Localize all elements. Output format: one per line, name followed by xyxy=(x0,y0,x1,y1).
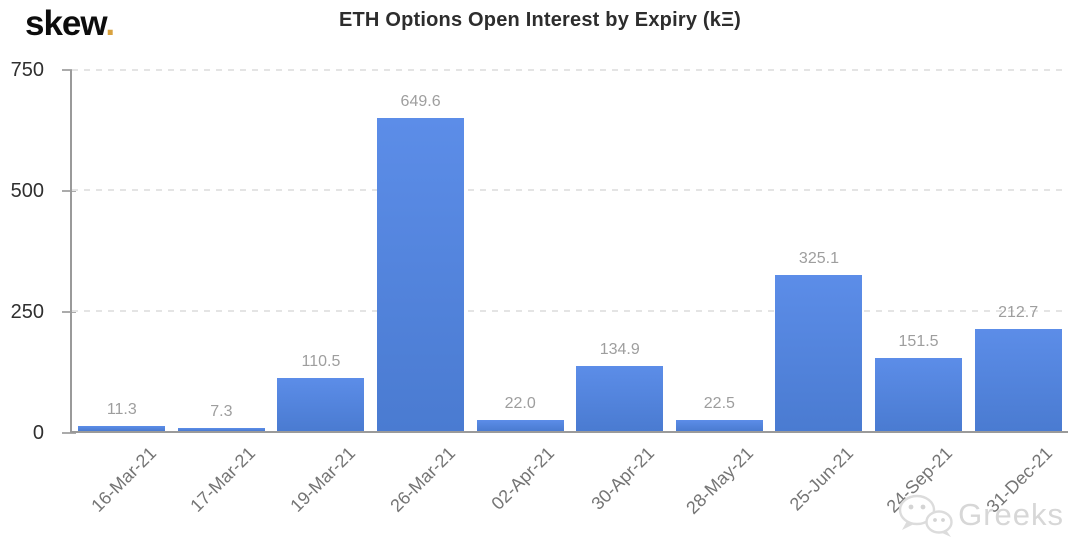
x-tick-label-30-Apr-21: 30-Apr-21 xyxy=(587,443,658,514)
bar-value-label: 151.5 xyxy=(898,333,939,351)
bar-value-label: 325.1 xyxy=(798,249,839,267)
y-tick-mark-250 xyxy=(62,311,76,314)
skew-logo-dot: . xyxy=(105,4,115,43)
bar-28-May-21 xyxy=(675,420,763,431)
y-tick-mark-500 xyxy=(62,190,76,193)
bar-19-Mar-21 xyxy=(277,377,365,431)
x-tick-label-26-Mar-21: 26-Mar-21 xyxy=(385,443,459,516)
bar-17-Mar-21 xyxy=(177,427,265,431)
x-tick-label-19-Mar-21: 19-Mar-21 xyxy=(286,443,360,516)
y-tick-label-750: 750 xyxy=(10,59,44,81)
bar-group-26-Mar-21: 649.6 26-Mar-21 xyxy=(371,70,471,516)
bar-group-02-Apr-21: 22.0 02-Apr-21 xyxy=(470,70,570,514)
watermark-text: Greeks xyxy=(958,497,1064,532)
gridline-250 xyxy=(72,309,1068,312)
bar-26-Mar-21 xyxy=(377,118,465,431)
bar-25-Jun-21 xyxy=(775,274,863,431)
x-tick-label-17-Mar-21: 17-Mar-21 xyxy=(186,443,260,516)
bar-value-label: 649.6 xyxy=(400,93,441,111)
bar-series: 11.3 16-Mar-21 7.3 17-Mar-21 110.5 19-Mar-21 6… xyxy=(72,70,1068,518)
bar-group-24-Sep-21: 151.5 24-Sep-21 xyxy=(869,70,969,517)
bar-group-19-Mar-21: 110.5 19-Mar-21 xyxy=(271,70,371,516)
bar-31-Dec-21 xyxy=(974,328,1062,431)
bar-30-Apr-21 xyxy=(576,366,664,431)
bar-value-label: 212.7 xyxy=(998,303,1039,321)
x-tick-label-16-Mar-21: 16-Mar-21 xyxy=(87,443,160,516)
x-tick-label-25-Jun-21: 25-Jun-21 xyxy=(785,443,858,515)
skew-logo: skew. xyxy=(25,4,115,44)
bar-value-label: 22.5 xyxy=(703,395,735,413)
x-tick-label-02-Apr-21: 02-Apr-21 xyxy=(487,443,559,514)
bar-value-label: 110.5 xyxy=(301,352,341,370)
gridline-750 xyxy=(72,69,1068,71)
plot-area: 11.3 16-Mar-21 7.3 17-Mar-21 110.5 19-Mar-21 6… xyxy=(70,69,1068,518)
y-tick-label-0: 0 xyxy=(32,422,44,444)
y-tick-label-500: 500 xyxy=(10,180,44,203)
y-tick-mark-750 xyxy=(62,69,76,71)
bar-value-label: 22.0 xyxy=(504,395,536,413)
wechat-icon xyxy=(898,494,953,537)
bar-group-17-Mar-21: 7.3 17-Mar-21 xyxy=(172,70,272,516)
bar-value-label: 11.3 xyxy=(106,400,137,418)
bar-group-30-Apr-21: 134.9 30-Apr-21 xyxy=(570,70,670,514)
chart-title: ETH Options Open Interest by Expiry (kΞ) xyxy=(338,9,742,31)
bar-02-Apr-21 xyxy=(476,420,564,431)
x-tick-label-28-May-21: 28-May-21 xyxy=(682,443,758,518)
bar-16-Mar-21 xyxy=(78,425,166,431)
bar-value-label: 134.9 xyxy=(599,341,640,359)
gridline-500 xyxy=(72,189,1068,192)
bar-group-28-May-21: 22.5 28-May-21 xyxy=(670,70,770,518)
bar-group-25-Jun-21: 325.1 25-Jun-21 xyxy=(769,70,869,514)
bar-value-label: 7.3 xyxy=(210,402,233,420)
bar-group-16-Mar-21: 11.3 16-Mar-21 xyxy=(72,70,172,516)
y-axis: 0 250 500 750 xyxy=(0,59,76,444)
skew-logo-text: skew xyxy=(25,4,106,43)
y-tick-label-250: 250 xyxy=(10,301,44,324)
bar-24-Sep-21 xyxy=(875,358,963,431)
bar-group-31-Dec-21: 212.7 31-Dec-21 xyxy=(968,70,1068,517)
y-tick-mark-0 xyxy=(62,432,76,434)
greeks-watermark: Greeks xyxy=(894,491,1064,539)
